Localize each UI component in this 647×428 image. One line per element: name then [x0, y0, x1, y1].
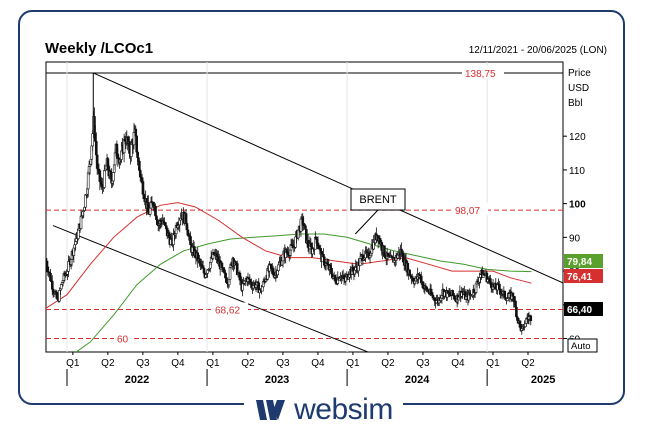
annotation-label: BRENT: [359, 194, 397, 206]
annotation-box: [350, 188, 406, 211]
last-value-badge-2: [564, 302, 603, 316]
year-label-2: 2024: [405, 374, 430, 386]
brand-name: websim: [294, 393, 393, 426]
plot-layer: [46, 62, 563, 352]
x-tick-label-10: Q3: [416, 358, 430, 369]
trendline-upper: [93, 72, 563, 284]
candle-body: [489, 278, 492, 283]
y-tick-label-6: 120: [569, 132, 586, 143]
y-unit-label-1: USD: [568, 83, 589, 94]
x-tick-label-5: Q2: [241, 358, 255, 369]
level-label-bg-1: [452, 203, 488, 216]
candle-body: [103, 170, 106, 188]
level-label-bg-0: [462, 65, 504, 78]
y-tick-label-5: 110: [569, 166, 585, 177]
candle-body: [77, 229, 80, 239]
last-value-label-1: 76,41: [567, 272, 592, 283]
year-label-1: 2023: [265, 374, 289, 386]
y-unit-label-2: Bbl: [568, 98, 582, 109]
y-unit-label-0: Price: [568, 68, 591, 79]
trendline-lower: [52, 225, 370, 352]
candle-body: [220, 262, 224, 268]
candle-body: [154, 205, 157, 217]
x-tick-label-3: Q4: [171, 358, 185, 369]
plot-area: [45, 61, 564, 353]
y-tick-label-4: 100: [569, 200, 586, 211]
last-value-label-2: 66,40: [567, 305, 592, 316]
candle-body: [112, 172, 115, 182]
candle-body: [304, 225, 307, 230]
level-label-0: 138,75: [465, 69, 496, 80]
last-value-label-0: 79,84: [567, 257, 592, 268]
x-tick-label-2: Q3: [136, 358, 150, 369]
chart-title: Weekly /LCOc1: [45, 40, 154, 57]
date-range: 12/11/2021 - 20/06/2025 (LON): [468, 45, 607, 56]
brand-logo[interactable]: websim: [0, 392, 647, 428]
last-value-badge-1: [564, 269, 603, 283]
year-label-3: 2025: [531, 374, 555, 386]
candle-body: [518, 320, 522, 325]
ma-red-line: [46, 202, 532, 309]
candle-body: [59, 284, 63, 290]
x-tick-label-0: Q1: [66, 358, 80, 369]
x-tick-label-13: Q2: [521, 358, 535, 369]
ma-green-line: [75, 233, 532, 352]
level-label-2: 68,62: [215, 305, 240, 316]
candles: [46, 107, 533, 335]
candle-body: [164, 225, 168, 229]
candle-body: [383, 245, 386, 256]
level-label-bg-3: [114, 331, 132, 344]
candle-body: [129, 143, 133, 157]
x-tick-label-1: Q2: [101, 358, 115, 369]
x-tick-label-8: Q1: [346, 358, 360, 369]
level-label-bg-2: [212, 302, 248, 315]
x-tick-label-7: Q4: [311, 358, 325, 369]
auto-box: [567, 338, 598, 353]
candle-body: [134, 128, 138, 137]
auto-label: Auto: [571, 341, 591, 352]
last-value-badge-0: [564, 254, 603, 268]
level-label-1: 98,07: [455, 206, 480, 217]
candle-body: [74, 241, 77, 246]
level-label-3: 60: [117, 335, 129, 346]
x-tick-label-4: Q1: [206, 358, 220, 369]
websim-logo-icon: [256, 400, 286, 420]
candle-body: [529, 315, 533, 322]
year-label-0: 2022: [125, 374, 149, 386]
y-tick-label-3: 90: [569, 233, 581, 244]
x-tick-label-6: Q3: [276, 358, 290, 369]
candle-body: [277, 264, 280, 271]
x-tick-label-12: Q1: [486, 358, 500, 369]
candle-body: [302, 222, 305, 227]
x-tick-label-9: Q2: [381, 358, 395, 369]
x-tick-label-11: Q4: [451, 358, 465, 369]
annotation-pointer: [354, 209, 379, 235]
